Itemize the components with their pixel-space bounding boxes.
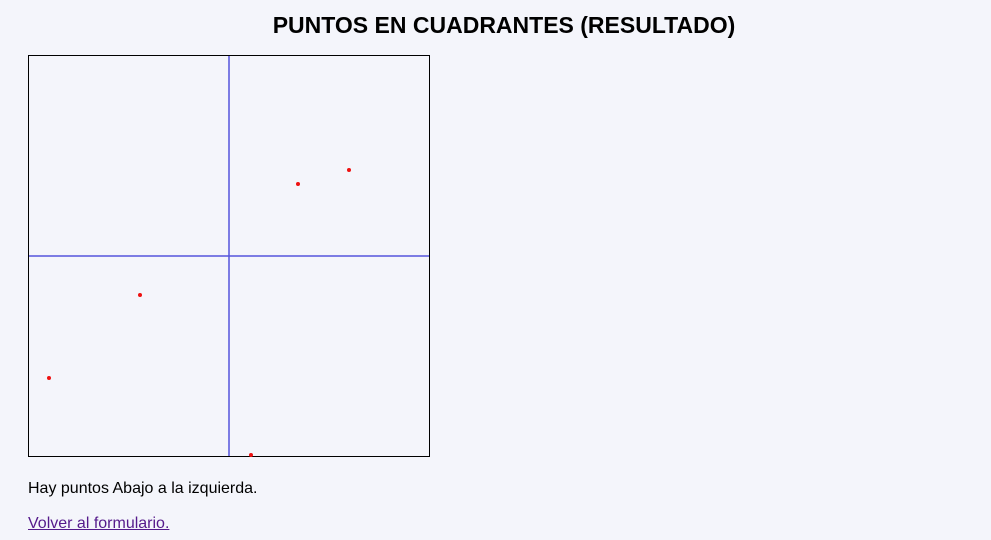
quadrant-canvas [28, 55, 430, 457]
back-to-form-link[interactable]: Volver al formulario. [28, 515, 170, 532]
plot-point-3 [138, 293, 142, 297]
plot-point-2 [347, 168, 351, 172]
result-message: Hay puntos Abajo a la izquierda. [28, 480, 258, 497]
quadrant-plot [28, 55, 430, 457]
plot-point-1 [296, 182, 300, 186]
points-layer [47, 168, 351, 457]
plot-border [28, 55, 430, 457]
page-title: PUNTOS EN CUADRANTES (RESULTADO) [272, 12, 736, 38]
plot-point-4 [47, 376, 51, 380]
plot-point-5 [249, 453, 253, 457]
